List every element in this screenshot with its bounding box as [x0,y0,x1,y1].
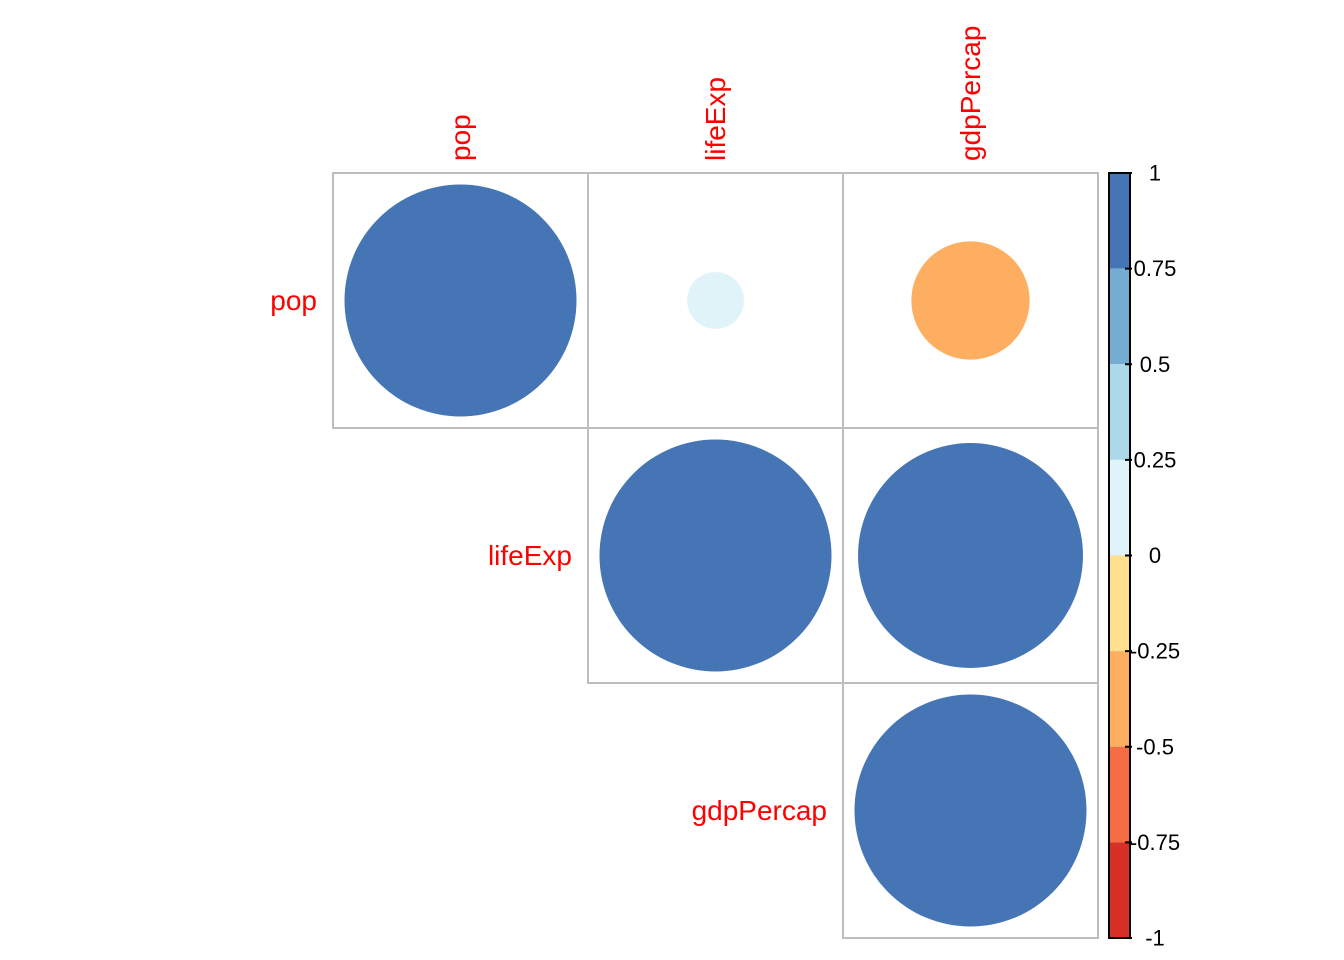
legend-tick-label-7: -0.75 [1130,830,1180,855]
legend-tick-label-5: -0.25 [1130,639,1180,664]
legend-tick-label-3: 0.25 [1134,447,1177,472]
legend-tick-label-2: 0.5 [1140,352,1171,377]
legend-tick-label-6: -0.5 [1136,734,1174,759]
circle-pop-pop [344,184,577,417]
legend-tick-label-8: -1 [1145,926,1165,951]
legend-tick-label-1: 0.75 [1134,256,1177,281]
circles-layer [344,184,1087,927]
circle-gdpPercap-gdpPercap [854,694,1087,927]
cells-layer [332,172,1099,939]
legend-band-5 [1109,651,1130,747]
circle-lifeExp-lifeExp [599,439,832,672]
legend-tick-label-4: 0 [1149,543,1161,568]
legend-band-1 [1109,268,1130,365]
legend-tick-label-0: 1 [1149,161,1161,186]
row-labels-layer: pop lifeExp gdpPercap [270,285,827,826]
legend-band-4 [1109,555,1130,652]
column-labels-layer: pop lifeExp gdpPercap [445,26,986,161]
column-label-gdpPercap: gdpPercap [955,26,986,161]
circle-lifeExp-gdpPercap [858,443,1083,668]
cell-gdpPercap-gdpPercap [842,682,1099,939]
legend-band-7 [1109,842,1130,938]
circle-pop-gdpPercap [911,241,1030,360]
row-label-lifeExp: lifeExp [488,540,572,571]
legend-band-6 [1109,746,1130,843]
legend-band-0 [1109,173,1130,269]
column-label-lifeExp: lifeExp [700,77,731,161]
legend-band-3 [1109,459,1130,556]
row-label-gdpPercap: gdpPercap [692,795,827,826]
legend-band-2 [1109,364,1130,460]
column-label-pop: pop [445,114,476,161]
circle-pop-lifeExp [687,272,744,329]
row-label-pop: pop [270,285,317,316]
color-legend: 1 0.75 0.5 0.25 0 -0.25 -0.5 -0.75 -1 [1108,161,1180,951]
